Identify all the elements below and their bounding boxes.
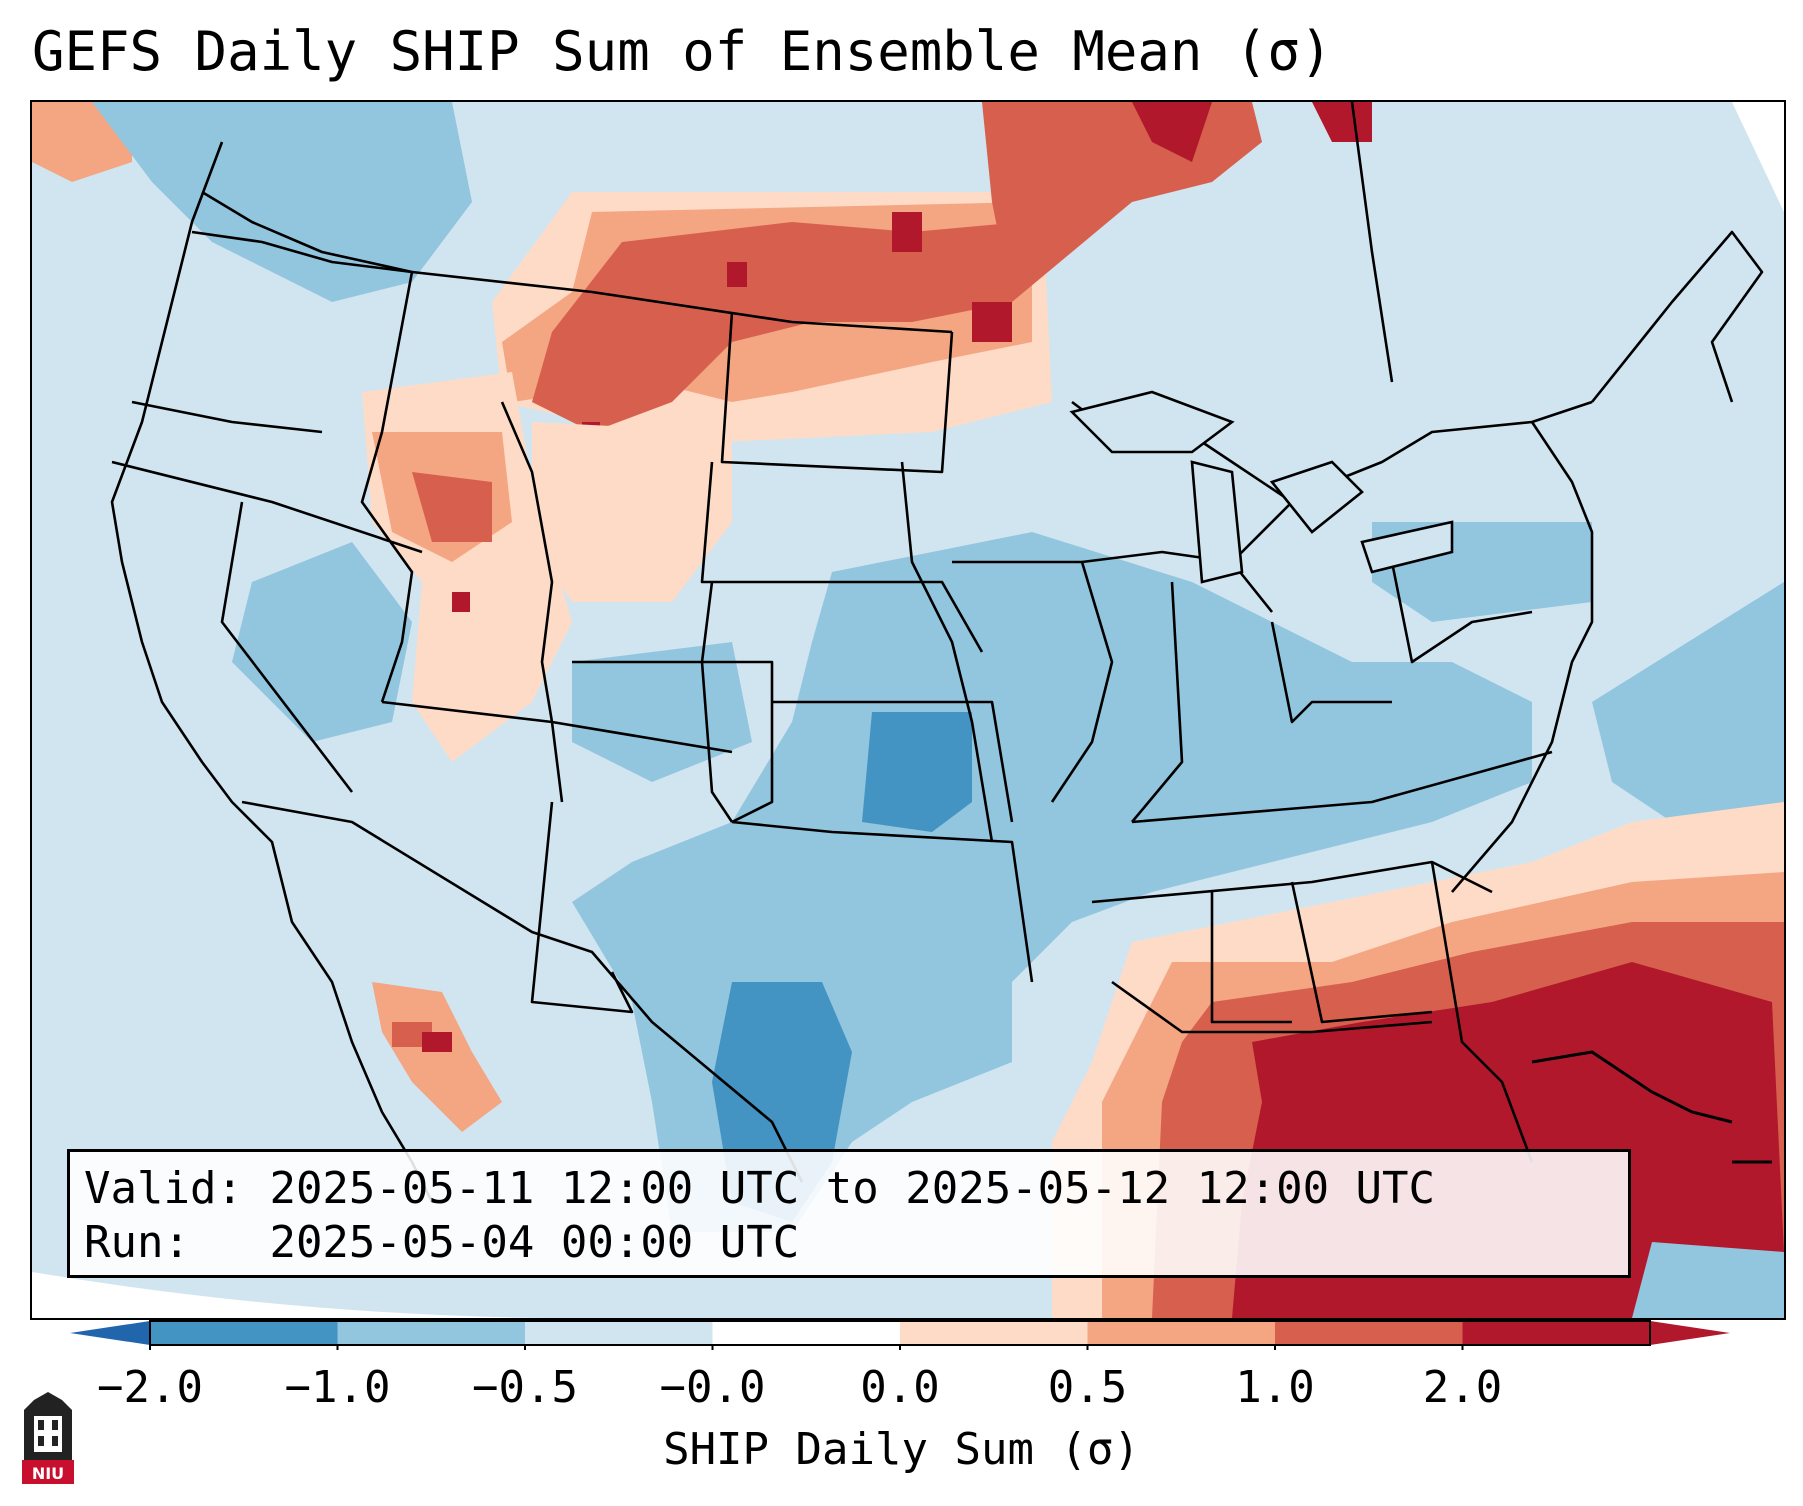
colorbar-tick-label: 1.0 — [1235, 1362, 1315, 1413]
state-borders — [110, 102, 1764, 1203]
page-title: GEFS Daily SHIP Sum of Ensemble Mean (σ) — [32, 20, 1333, 83]
valid-run-infobox: Valid: 2025-05-11 12:00 UTC to 2025-05-1… — [67, 1149, 1631, 1278]
colorbar-tick-label: −0.0 — [659, 1362, 766, 1413]
map-panel[interactable] — [30, 100, 1786, 1320]
map-canvas — [32, 102, 1784, 1318]
positive-anomaly-north — [32, 102, 1372, 442]
colorbar-tick-label: 2.0 — [1422, 1362, 1503, 1413]
positive-anomaly-baja — [372, 982, 502, 1132]
colorbar-segment — [1275, 1321, 1463, 1345]
run-value: 2025-05-04 00:00 UTC — [269, 1217, 800, 1268]
valid-label: Valid: — [84, 1163, 243, 1214]
colorbar-label: SHIP Daily Sum (σ) — [663, 1424, 1140, 1475]
colorbar-segment — [150, 1321, 338, 1345]
colorbar-segment — [1462, 1321, 1651, 1345]
caribbean-islands — [1531, 1050, 1772, 1164]
colorbar-over-arrow — [1650, 1321, 1730, 1345]
run-row: Run: 2025-05-04 00:00 UTC — [84, 1216, 1614, 1270]
colorbar-tick-label: −2.0 — [97, 1362, 203, 1413]
colorbar-under-arrow — [70, 1321, 150, 1345]
colorbar-segment — [1087, 1321, 1276, 1345]
valid-value: 2025-05-11 12:00 UTC to 2025-05-12 12:00… — [269, 1163, 1436, 1214]
run-label: Run: — [84, 1217, 190, 1268]
colorbar-segment — [712, 1321, 901, 1345]
colorbar-segment — [337, 1321, 526, 1345]
colorbar-segment — [525, 1321, 713, 1345]
colorbar-segment — [900, 1321, 1088, 1345]
colorbar-tick-label: −0.5 — [472, 1362, 578, 1413]
positive-anomaly-west — [362, 372, 732, 762]
svg-text:NIU: NIU — [32, 1464, 64, 1483]
great-lakes — [1069, 390, 1454, 584]
valid-row: Valid: 2025-05-11 12:00 UTC to 2025-05-1… — [84, 1162, 1614, 1216]
colorbar-tick-label: 0.5 — [1047, 1362, 1128, 1413]
niu-logo-icon: NIU — [22, 1392, 74, 1484]
colorbar-tick-label: −1.0 — [284, 1362, 391, 1413]
negative-anomaly-central — [92, 102, 1784, 1232]
colorbar-tick-label: 0.0 — [860, 1362, 940, 1413]
colorbar — [70, 1320, 1730, 1350]
